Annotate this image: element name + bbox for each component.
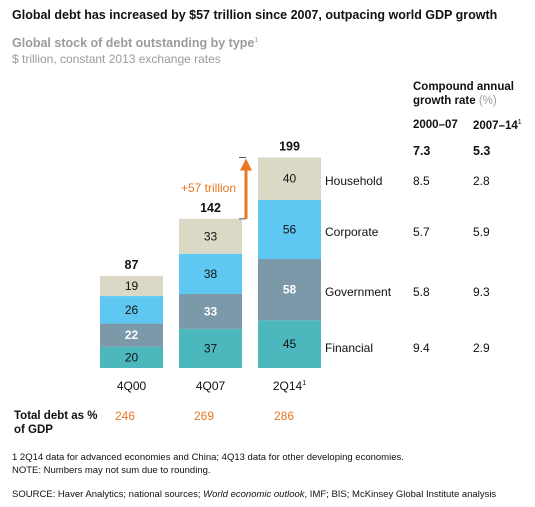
value-label-household-2q14: 40 [283, 172, 297, 186]
footnote-note: NOTE: Numbers may not sum due to roundin… [12, 465, 211, 476]
value-label-household-4q00: 19 [125, 279, 139, 293]
increase-arrow-head [240, 158, 252, 171]
value-label-financial-2q14: 45 [283, 337, 297, 351]
cagr-col-2007-14: 2007–141 [473, 119, 522, 132]
corporate-cagr-2000-07: 5.7 [413, 225, 430, 239]
bar-household-2q14 [258, 157, 321, 200]
bar-financial-4q07 [179, 328, 242, 368]
value-label-government-4q00: 22 [125, 328, 139, 342]
gdp-ratio-4q07: 269 [194, 409, 215, 423]
value-label-financial-4q00: 20 [125, 350, 139, 364]
value-label-corporate-4q00: 26 [125, 303, 139, 317]
value-label-government-2q14: 58 [283, 283, 297, 297]
financial-cagr-2000-07: 9.4 [413, 341, 430, 355]
chart-subtitle: Global stock of debt outstanding by type… [12, 36, 259, 50]
bar-financial-2q14 [258, 320, 321, 368]
bar-corporate-2q14 [258, 199, 321, 260]
row-label-household: Household [325, 174, 383, 188]
x-tick-4q00: 4Q00 [117, 379, 147, 393]
bar-corporate-4q00 [100, 296, 163, 324]
bar-financial-4q00 [100, 346, 163, 368]
total-label-2q14: 199 [279, 139, 300, 153]
value-label-corporate-4q07: 38 [204, 267, 218, 281]
government-cagr-2007-14: 9.3 [473, 285, 490, 299]
bar-government-4q07 [179, 293, 242, 329]
x-tick-2q14: 2Q141 [273, 379, 306, 393]
household-cagr-2000-07: 8.5 [413, 174, 430, 188]
bar-government-4q00 [100, 323, 163, 347]
bar-corporate-4q07 [179, 253, 242, 294]
cagr-total-2000-07: 7.3 [413, 144, 431, 158]
government-cagr-2000-07: 5.8 [413, 285, 430, 299]
x-tick-4q07: 4Q07 [196, 379, 226, 393]
gdp-ratio-4q00: 246 [115, 409, 136, 423]
value-label-household-4q07: 33 [204, 229, 218, 243]
total-debt-label: Total debt as % of GDP [14, 410, 98, 436]
total-label-4q07: 142 [200, 201, 221, 215]
value-label-financial-4q07: 37 [204, 341, 218, 355]
gdp-ratio-2q14: 286 [274, 409, 295, 423]
corporate-cagr-2007-14: 5.9 [473, 225, 490, 239]
bar-household-4q00 [100, 275, 163, 297]
footnote-1: 1 2Q14 data for advanced economies and C… [12, 452, 404, 463]
source-line: SOURCE: Haver Analytics; national source… [12, 489, 497, 500]
chart-title: Global debt has increased by $57 trillio… [12, 8, 498, 22]
cagr-col-2000-07: 2000–07 [413, 119, 458, 131]
row-label-financial: Financial [325, 341, 374, 355]
total-label-4q00: 87 [125, 258, 139, 272]
row-label-government: Government [325, 285, 392, 299]
cagr-total-2007-14: 5.3 [473, 144, 491, 158]
value-label-government-4q07: 33 [204, 304, 218, 318]
bar-government-2q14 [258, 259, 321, 321]
increase-annotation: +57 trillion [181, 181, 236, 195]
bar-household-4q07 [179, 218, 242, 254]
row-label-corporate: Corporate [325, 225, 379, 239]
financial-cagr-2007-14: 2.9 [473, 341, 490, 355]
household-cagr-2007-14: 2.8 [473, 174, 490, 188]
value-label-corporate-2q14: 56 [283, 222, 297, 236]
chart-units: $ trillion, constant 2013 exchange rates [12, 52, 221, 66]
cagr-heading: Compound annual growth rate (%) [413, 81, 514, 107]
